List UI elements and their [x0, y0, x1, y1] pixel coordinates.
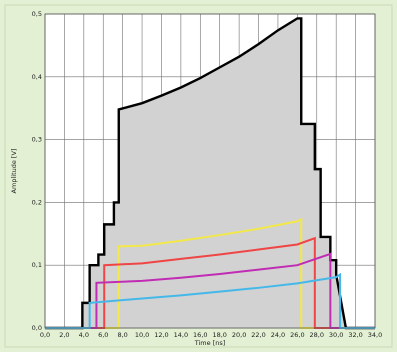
y-tick-label-3: 0,3	[32, 136, 42, 144]
x-tick-label-9: 18,0	[212, 331, 226, 339]
y-tick-label-0: 0,0	[32, 324, 42, 332]
series-0-line	[45, 17, 375, 330]
x-axis-label: Time [ns]	[194, 339, 226, 347]
x-tick-labels: 0,0 2,0 4,0 6,0 8,0 10,0 12,0 14,0 16,0 18,0 20,0 2…	[40, 331, 382, 339]
x-tick-label-5: 10,0	[135, 331, 149, 339]
x-tick-label-6: 12,0	[154, 331, 168, 339]
x-tick-label-3: 6,0	[98, 331, 108, 339]
series-4-line	[45, 272, 375, 329]
y-tick-label-2: 0,2	[32, 198, 42, 206]
x-tick-label-12: 24,0	[271, 331, 285, 339]
series-1-line	[45, 217, 375, 329]
x-tick-label-2: 4,0	[79, 331, 89, 339]
x-tick-label-13: 26,0	[290, 331, 304, 339]
x-tick-label-8: 16,0	[193, 331, 207, 339]
y-tick-labels: 0,0 0,1 0,2 0,3 0,4 0,5	[32, 10, 42, 332]
y-tick-label-4: 0,4	[32, 73, 42, 81]
series-2-line	[45, 236, 375, 329]
series-0-area	[45, 18, 375, 329]
sum-area	[45, 18, 375, 329]
x-tick-label-4: 8,0	[117, 331, 127, 339]
y-axis-label: Amplitude [V]	[10, 149, 18, 194]
x-tick-label-17: 34,0	[368, 331, 382, 339]
y-tick-label-5: 0,5	[32, 10, 42, 18]
x-tick-label-7: 14,0	[174, 331, 188, 339]
x-tick-label-14: 28,0	[310, 331, 324, 339]
x-tick-label-15: 30,0	[329, 331, 343, 339]
y-tick-label-1: 0,1	[32, 261, 42, 269]
series-group	[45, 17, 375, 330]
x-tick-label-10: 20,0	[232, 331, 246, 339]
plot-border	[44, 13, 376, 329]
x-tick-label-16: 32,0	[348, 331, 362, 339]
x-tick-label-11: 22,0	[251, 331, 265, 339]
x-tick-label-0: 0,0	[40, 331, 50, 339]
x-tick-label-1: 2,0	[59, 331, 69, 339]
